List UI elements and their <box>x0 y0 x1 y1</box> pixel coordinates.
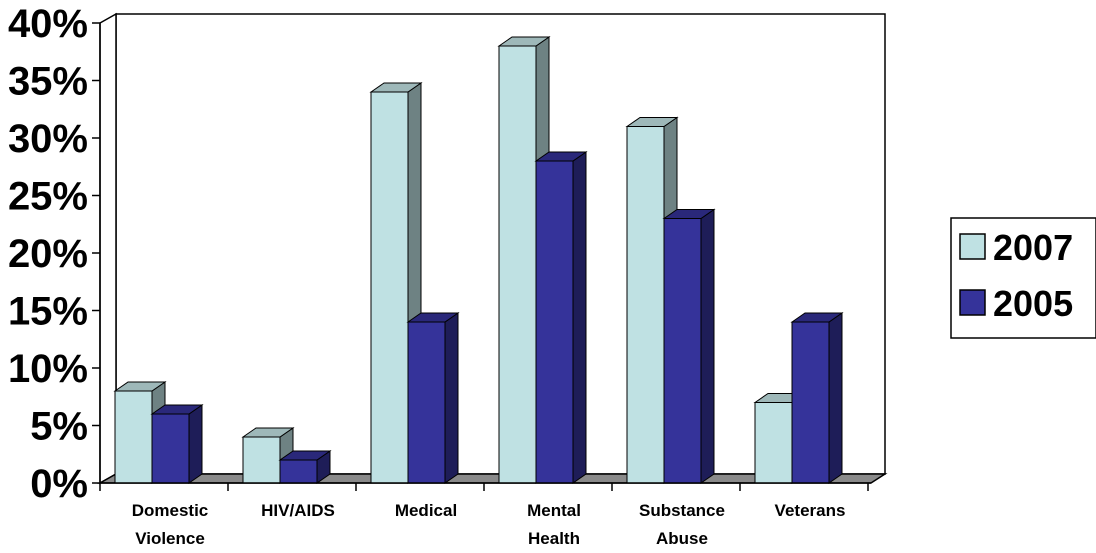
bar-side <box>828 312 843 484</box>
x-tick-label: Medical <box>395 501 457 520</box>
bar-front <box>279 459 318 484</box>
y-tick-label: 15% <box>8 290 88 334</box>
legend-swatch <box>959 289 986 316</box>
x-tick-label-line: Abuse <box>656 529 708 548</box>
bar-front <box>370 91 409 484</box>
x-tick-label-line: Substance <box>639 501 725 520</box>
bar-front <box>114 390 153 484</box>
x-tick-label: Substance Abuse <box>639 501 725 548</box>
x-tick-label-line: Violence <box>135 529 205 548</box>
x-tick-label-line: Veterans <box>775 501 846 520</box>
bar-front <box>754 402 793 484</box>
legend: 2007 2005 <box>950 217 1096 339</box>
x-axis: Domestic Violence HIV/AIDS Medical Mental Hea… <box>99 482 871 548</box>
x-tick-label-line: Health <box>528 529 580 548</box>
bar <box>534 151 588 484</box>
legend-swatch <box>959 233 986 260</box>
bar-front <box>242 436 281 484</box>
bar <box>662 208 716 484</box>
bar <box>625 116 679 484</box>
bar-front <box>151 413 190 484</box>
x-tick-label: HIV/AIDS <box>261 501 335 520</box>
x-tick-label-line: Mental <box>527 501 581 520</box>
bar-front <box>407 321 446 484</box>
bar-side <box>700 208 715 484</box>
legend-label: 2005 <box>993 283 1073 324</box>
y-tick-label: 25% <box>8 175 88 219</box>
x-tick-label: Mental Health <box>527 501 581 548</box>
x-tick-label: Veterans <box>775 501 846 520</box>
y-tick-label: 35% <box>8 60 88 104</box>
y-tick-label: 0% <box>30 462 88 506</box>
bar-front <box>791 321 830 484</box>
y-tick-label: 10% <box>8 347 88 391</box>
bar-front <box>498 45 537 484</box>
side-wall <box>99 12 117 485</box>
x-tick-label-line: Domestic <box>132 501 209 520</box>
x-tick-label: Domestic Violence <box>132 501 209 548</box>
bar <box>790 312 844 484</box>
y-tick-label: 5% <box>30 405 88 449</box>
y-tick-label: 40% <box>8 2 88 46</box>
bar <box>406 312 460 484</box>
bar <box>278 450 332 484</box>
bar-front <box>535 160 574 484</box>
legend-label: 2007 <box>993 227 1073 268</box>
bars <box>113 36 844 484</box>
y-axis: 0% 5% 10% 15% 20% 25% 30% 35% 40% <box>8 2 101 506</box>
bar-front <box>626 126 665 484</box>
x-tick-label-line: Medical <box>395 501 457 520</box>
bar-front <box>663 218 702 484</box>
bar-side <box>444 312 459 484</box>
y-tick-label: 30% <box>8 117 88 161</box>
bar <box>369 82 423 484</box>
bar-side <box>188 404 203 484</box>
y-tick-label: 20% <box>8 232 88 276</box>
bar <box>150 404 204 484</box>
x-tick-label-line: HIV/AIDS <box>261 501 335 520</box>
bar-side <box>572 151 587 484</box>
